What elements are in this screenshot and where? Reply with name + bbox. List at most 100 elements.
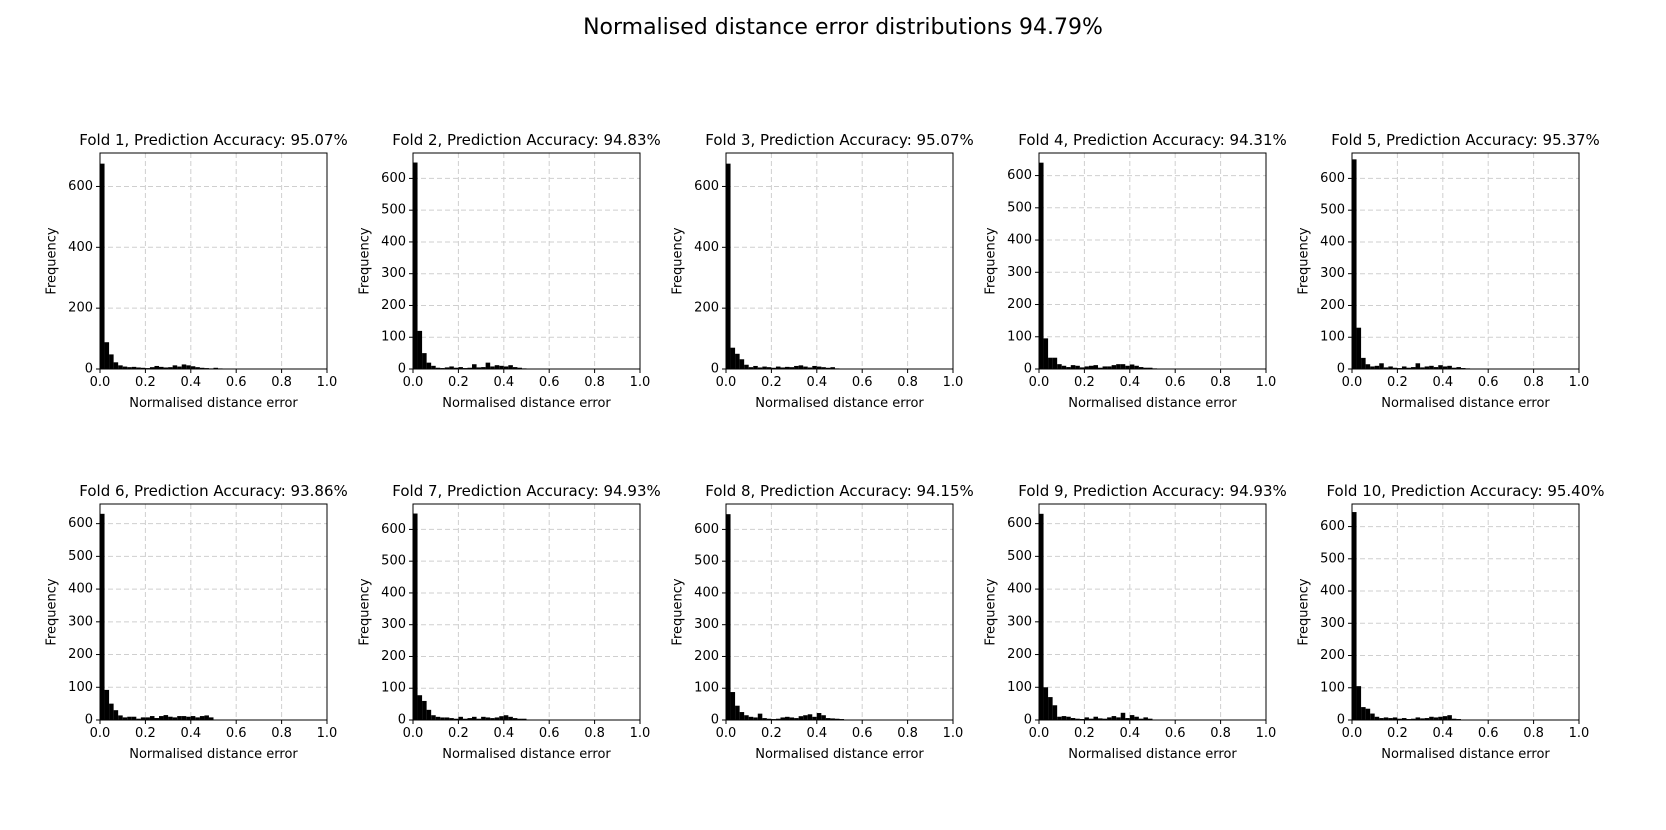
histogram-bar bbox=[136, 718, 141, 720]
x-tick-label: 1.0 bbox=[943, 726, 964, 741]
histogram-bar bbox=[204, 715, 209, 720]
y-axis-label: Frequency bbox=[671, 227, 686, 294]
y-tick-label: 300 bbox=[381, 617, 406, 632]
x-axis-label: Normalised distance error bbox=[1381, 747, 1550, 762]
y-tick-label: 400 bbox=[1320, 584, 1345, 599]
histogram-bar bbox=[1143, 367, 1148, 369]
histogram-bar bbox=[1057, 716, 1062, 720]
x-tick-label: 0.6 bbox=[226, 726, 247, 741]
x-axis-label: Normalised distance error bbox=[442, 747, 611, 762]
histogram-bar bbox=[1361, 357, 1366, 369]
histogram-bar bbox=[775, 718, 781, 720]
x-tick-label: 0.2 bbox=[448, 375, 469, 390]
y-tick-label: 0 bbox=[1024, 362, 1032, 377]
x-tick-label: 0.4 bbox=[493, 375, 514, 390]
x-axis-label: Normalised distance error bbox=[1068, 747, 1237, 762]
histogram-bar bbox=[136, 367, 141, 369]
histogram-bar bbox=[1061, 365, 1067, 369]
histogram-bar bbox=[426, 362, 432, 369]
y-axis-label: Frequency bbox=[45, 227, 60, 294]
x-tick-label: 0.2 bbox=[761, 726, 782, 741]
histogram-panel: 0.0 0.2 0.4 0.6 0.8 1.0 0 100 200 300 400 500 600 Fol… bbox=[1297, 131, 1600, 411]
histogram-bar bbox=[812, 365, 817, 369]
x-axis-label: Normalised distance error bbox=[129, 747, 298, 762]
histogram-bar bbox=[1370, 713, 1375, 720]
histogram-bar bbox=[1093, 716, 1099, 720]
y-tick-label: 300 bbox=[1320, 266, 1345, 281]
histogram-bar bbox=[100, 513, 105, 720]
x-tick-label: 0.6 bbox=[1478, 726, 1499, 741]
histogram-bar bbox=[762, 366, 767, 369]
histogram-bar bbox=[417, 695, 423, 720]
histogram-bar bbox=[830, 718, 835, 720]
histogram-bar bbox=[1134, 716, 1139, 720]
histogram-bar bbox=[149, 716, 155, 720]
histogram-bar bbox=[140, 367, 146, 369]
histogram-bar bbox=[109, 703, 114, 720]
histogram-bar bbox=[113, 710, 119, 720]
x-tick-label: 0.0 bbox=[403, 726, 424, 741]
y-axis-label: Frequency bbox=[984, 227, 999, 294]
y-tick-label: 100 bbox=[1320, 330, 1345, 345]
histogram-bar bbox=[118, 365, 123, 369]
histogram-bar bbox=[149, 367, 155, 369]
histogram-bar bbox=[1415, 363, 1421, 369]
histogram-bar bbox=[1429, 365, 1434, 369]
y-tick-label: 100 bbox=[1320, 680, 1345, 695]
x-tick-label: 0.4 bbox=[806, 375, 827, 390]
y-tick-label: 500 bbox=[1320, 203, 1345, 218]
y-tick-label: 200 bbox=[1007, 297, 1032, 312]
histogram-bar bbox=[757, 713, 763, 720]
histogram-bar bbox=[825, 718, 831, 720]
x-tick-label: 0.8 bbox=[897, 726, 918, 741]
y-tick-label: 100 bbox=[68, 680, 93, 695]
histogram-bar bbox=[1379, 718, 1384, 720]
histogram-bar bbox=[816, 713, 822, 720]
histogram-bar bbox=[1374, 716, 1380, 720]
histogram-bar bbox=[1098, 718, 1103, 720]
histogram-bar bbox=[431, 365, 436, 369]
histogram-bar bbox=[1061, 716, 1067, 720]
histogram-bar bbox=[785, 366, 790, 369]
histogram-bar bbox=[1438, 716, 1443, 720]
x-tick-label: 0.0 bbox=[1029, 726, 1050, 741]
axes-frame bbox=[99, 503, 328, 721]
histogram-bar bbox=[467, 367, 473, 369]
y-tick-label: 400 bbox=[381, 234, 406, 249]
subplot-title: Fold 6, Prediction Accuracy: 93.86% bbox=[79, 482, 348, 500]
histogram-bar bbox=[1356, 327, 1362, 369]
x-tick-label: 0.2 bbox=[1074, 726, 1095, 741]
histogram-bar bbox=[1424, 366, 1430, 369]
histogram-panel: 0.0 0.2 0.4 0.6 0.8 1.0 0 100 200 300 400 500 600 Fol… bbox=[358, 482, 661, 762]
histogram-bar bbox=[1088, 365, 1094, 369]
histogram-bar bbox=[163, 367, 169, 369]
histogram-bar bbox=[775, 366, 781, 369]
axes-frame bbox=[725, 152, 954, 370]
y-tick-label: 500 bbox=[381, 203, 406, 218]
x-tick-label: 0.8 bbox=[1523, 726, 1544, 741]
y-tick-label: 300 bbox=[1007, 614, 1032, 629]
histogram-bar bbox=[1125, 365, 1130, 369]
histogram-bar bbox=[1084, 366, 1089, 369]
x-tick-label: 0.8 bbox=[584, 375, 605, 390]
y-tick-label: 600 bbox=[68, 516, 93, 531]
histogram-bar bbox=[1093, 365, 1099, 369]
x-tick-label: 0.4 bbox=[1432, 726, 1453, 741]
histogram-bar bbox=[1043, 687, 1049, 720]
histogram-bar bbox=[1388, 366, 1393, 369]
x-tick-label: 0.2 bbox=[1074, 375, 1095, 390]
x-axis-label: Normalised distance error bbox=[129, 396, 298, 411]
y-tick-label: 500 bbox=[381, 554, 406, 569]
histogram-bar bbox=[798, 365, 804, 369]
histogram-bar bbox=[1447, 365, 1452, 369]
y-tick-label: 600 bbox=[381, 522, 406, 537]
histogram-bar bbox=[413, 162, 418, 369]
histogram-bar bbox=[413, 513, 418, 720]
histogram-bar bbox=[481, 367, 486, 369]
subplot-title: Fold 1, Prediction Accuracy: 95.07% bbox=[79, 131, 348, 149]
y-tick-label: 600 bbox=[694, 179, 719, 194]
y-tick-label: 0 bbox=[398, 713, 406, 728]
y-tick-label: 600 bbox=[1320, 171, 1345, 186]
histogram-bar bbox=[1147, 367, 1153, 369]
histogram-bar bbox=[1429, 716, 1434, 720]
